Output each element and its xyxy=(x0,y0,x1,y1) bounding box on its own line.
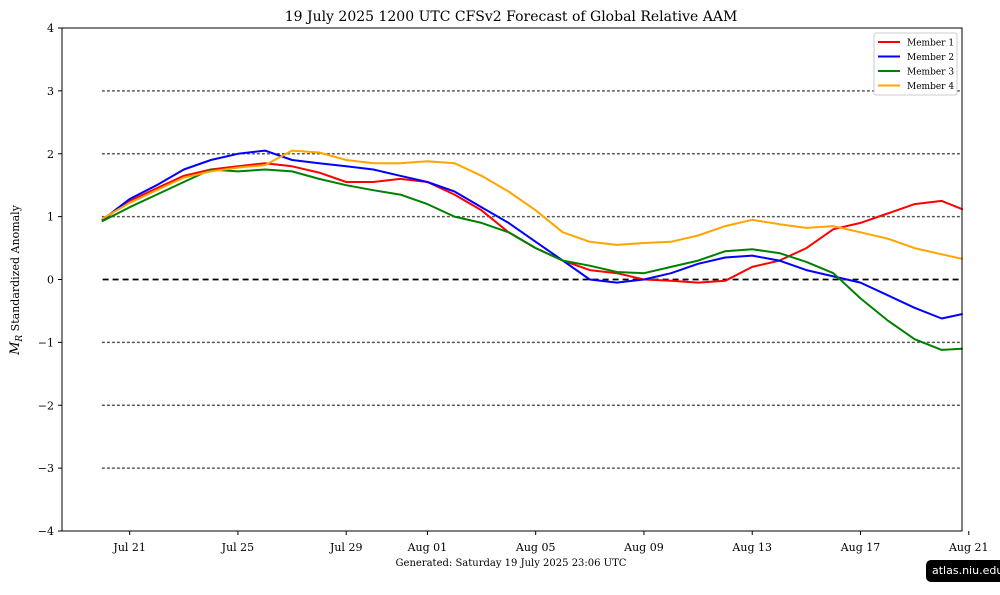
series-line-member-4 xyxy=(101,149,963,260)
series-line-member-1 xyxy=(101,162,963,284)
x-tick-label: Aug 01 xyxy=(407,541,448,554)
y-tick-label: 3 xyxy=(47,85,54,98)
y-tick-label: 2 xyxy=(47,148,54,161)
y-tick-label: −1 xyxy=(38,336,54,349)
x-tick-label: Aug 21 xyxy=(948,541,989,554)
y-axis-ticks: −4 −3 −2 −1 0 1 2 3 4 xyxy=(38,22,62,538)
legend-label-member-1: Member 1 xyxy=(907,39,954,49)
series-lines xyxy=(101,149,963,351)
x-tick-label: Aug 17 xyxy=(840,541,881,554)
y-label-symbol: M xyxy=(8,341,23,356)
site-watermark: atlas.niu.edu xyxy=(926,560,1000,582)
x-tick-label: Jul 25 xyxy=(221,541,255,554)
legend-label-member-4: Member 4 xyxy=(907,82,954,92)
x-tick-label: Jul 21 xyxy=(112,541,146,554)
x-tick-label: Jul 29 xyxy=(329,541,363,554)
y-tick-label: −3 xyxy=(38,462,54,475)
legend: Member 1 Member 2 Member 3 Member 4 xyxy=(873,32,958,96)
chart-title: 19 July 2025 1200 UTC CFSv2 Forecast of … xyxy=(285,9,738,25)
x-tick-label: Aug 05 xyxy=(515,541,556,554)
y-tick-label: −4 xyxy=(38,525,54,538)
y-tick-label: 1 xyxy=(47,211,54,224)
y-axis-label: MR Standardized Anomaly xyxy=(8,204,25,356)
legend-box xyxy=(873,32,958,96)
y-label-text: Standardized Anomaly xyxy=(9,204,22,335)
series-line-member-2 xyxy=(101,149,963,320)
x-axis-ticks: Jul 21 Jul 25 Jul 29 Aug 01 Aug 05 Aug 09 Aug … xyxy=(112,531,989,554)
x-tick-label: Aug 09 xyxy=(623,541,664,554)
series-line-member-3 xyxy=(101,168,963,351)
reference-lines xyxy=(101,90,963,469)
y-tick-label: 4 xyxy=(47,22,54,35)
x-tick-label: Aug 13 xyxy=(731,541,772,554)
y-tick-label: −2 xyxy=(38,399,54,412)
generated-timestamp: Generated: Saturday 19 July 2025 23:06 U… xyxy=(396,558,627,569)
legend-label-member-2: Member 2 xyxy=(907,53,954,63)
legend-label-member-3: Member 3 xyxy=(907,68,954,78)
y-label-subscript: R xyxy=(15,335,25,343)
y-tick-label: 0 xyxy=(47,274,54,287)
